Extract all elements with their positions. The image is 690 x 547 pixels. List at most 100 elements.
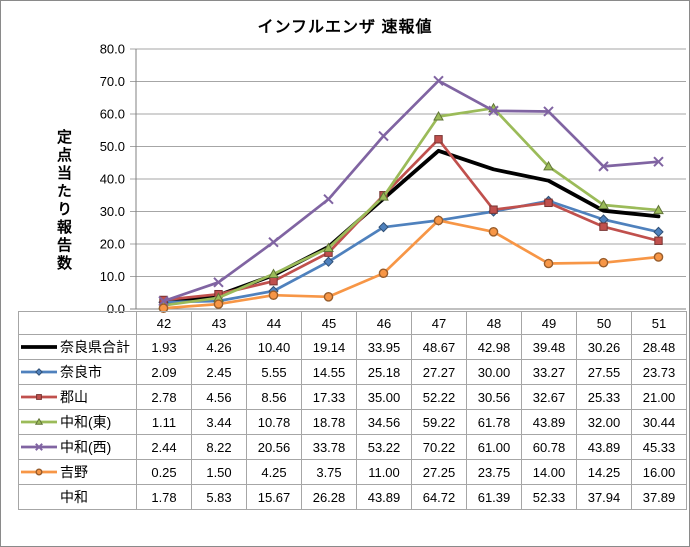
diamond-marker-icon bbox=[378, 221, 389, 233]
y-tick-label: 80.0 bbox=[100, 42, 125, 57]
value-cell: 16.00 bbox=[631, 459, 687, 485]
value-cell: 11.00 bbox=[356, 459, 412, 485]
triangle-marker-icon bbox=[543, 160, 554, 171]
series-郡山 bbox=[159, 135, 663, 305]
triangle-marker-icon bbox=[433, 111, 444, 121]
x-marker-icon bbox=[488, 105, 499, 116]
y-tick-label: 10.0 bbox=[100, 269, 125, 284]
value-cell: 8.22 bbox=[191, 434, 247, 460]
value-cell: 4.25 bbox=[246, 459, 302, 485]
table-row: 中和 1.78 5.83 15.67 26.28 43.89 64.72 61.39 52.33… bbox=[18, 484, 687, 510]
series-line bbox=[162, 219, 660, 310]
value-cell: 27.27 bbox=[411, 359, 467, 385]
circle-marker-icon bbox=[488, 227, 499, 237]
legend-key-icon bbox=[21, 394, 57, 400]
value-cell: 2.45 bbox=[191, 359, 247, 385]
value-cell: 4.26 bbox=[191, 334, 247, 360]
series-name-label: 奈良県合計 bbox=[60, 339, 130, 355]
value-cell: 30.44 bbox=[631, 409, 687, 435]
value-cell: 10.78 bbox=[246, 409, 302, 435]
value-cell: 52.22 bbox=[411, 384, 467, 410]
value-cell: 60.78 bbox=[521, 434, 577, 460]
circle-marker-icon bbox=[653, 252, 664, 262]
value-cell: 28.48 bbox=[631, 334, 687, 360]
series-line bbox=[162, 137, 660, 302]
value-cell: 52.33 bbox=[521, 484, 577, 510]
value-cell: 15.67 bbox=[246, 484, 302, 510]
value-cell: 14.00 bbox=[521, 459, 577, 485]
series-奈良県合計 bbox=[161, 148, 661, 305]
series-name-label: 郡山 bbox=[60, 389, 88, 405]
value-cell: 3.44 bbox=[191, 409, 247, 435]
square-marker-icon bbox=[36, 394, 42, 400]
triangle-marker-icon bbox=[598, 199, 609, 209]
y-tick-label: 30.0 bbox=[100, 204, 125, 219]
value-cell: 43.89 bbox=[356, 484, 412, 510]
value-cell: 5.55 bbox=[246, 359, 302, 385]
circle-marker-icon bbox=[378, 268, 389, 279]
value-cell: 17.33 bbox=[301, 384, 357, 410]
table-row: 中和(西) 2.44 8.22 20.56 33.78 53.22 70.22 61.00 60… bbox=[18, 434, 687, 460]
legend-cell: 奈良市 bbox=[18, 359, 137, 385]
value-cell: 18.78 bbox=[301, 409, 357, 435]
value-cell: 33.27 bbox=[521, 359, 577, 385]
value-cell: 1.93 bbox=[136, 334, 192, 360]
x-category-label: 44 bbox=[246, 311, 302, 335]
x-category-label: 49 bbox=[521, 311, 577, 335]
x-category-label: 50 bbox=[576, 311, 632, 335]
value-cell: 0.25 bbox=[136, 459, 192, 485]
series-name-label: 奈良市 bbox=[60, 364, 102, 380]
legend-cell: 中和(西) bbox=[18, 434, 137, 460]
x-marker-icon bbox=[653, 156, 664, 167]
diamond-marker-icon bbox=[653, 226, 664, 238]
plot-area: 0.0 10.0 20.0 30.0 40.0 50.0 60.0 70.0 80.0 bbox=[100, 42, 686, 313]
value-cell: 61.78 bbox=[466, 409, 522, 435]
table-row: 吉野 0.25 1.50 4.25 3.75 11.00 27.25 23.75 14.00 14… bbox=[18, 459, 687, 485]
value-cell: 23.75 bbox=[466, 459, 522, 485]
value-cell: 1.78 bbox=[136, 484, 192, 510]
value-cell: 10.40 bbox=[246, 334, 302, 360]
triangle-marker-icon bbox=[268, 268, 279, 278]
x-category-label: 47 bbox=[411, 311, 467, 335]
circle-marker-icon bbox=[543, 258, 554, 269]
circle-marker-icon bbox=[598, 257, 609, 268]
series-line bbox=[162, 79, 660, 303]
series-name-label: 中和 bbox=[60, 489, 88, 505]
x-category-label: 42 bbox=[136, 311, 192, 335]
value-cell: 61.00 bbox=[466, 434, 522, 460]
x-category-label: 51 bbox=[631, 311, 687, 335]
value-cell: 37.94 bbox=[576, 484, 632, 510]
value-cell: 70.22 bbox=[411, 434, 467, 460]
x-category-label: 45 bbox=[301, 311, 357, 335]
x-marker-icon bbox=[213, 277, 224, 288]
value-cell: 27.55 bbox=[576, 359, 632, 385]
value-cell: 2.09 bbox=[136, 359, 192, 385]
series-line bbox=[162, 199, 660, 304]
value-cell: 61.39 bbox=[466, 484, 522, 510]
value-cell: 5.83 bbox=[191, 484, 247, 510]
value-cell: 25.18 bbox=[356, 359, 412, 385]
legend-column-header bbox=[18, 311, 137, 335]
value-cell: 48.67 bbox=[411, 334, 467, 360]
x-marker-icon bbox=[323, 194, 334, 205]
value-cell: 1.50 bbox=[191, 459, 247, 485]
circle-marker-icon bbox=[35, 468, 43, 476]
legend-cell: 中和 bbox=[18, 484, 137, 510]
series-中和(東) bbox=[158, 102, 664, 310]
diamond-marker-icon bbox=[323, 256, 334, 267]
series-中和(西) bbox=[158, 75, 664, 307]
value-cell: 25.33 bbox=[576, 384, 632, 410]
diamond-marker-icon bbox=[35, 368, 43, 376]
circle-marker-icon bbox=[323, 292, 334, 302]
chart-title: インフルエンザ 速報値 bbox=[257, 19, 433, 36]
table-row: 奈良市 2.09 2.45 5.55 14.55 25.18 27.27 30.00 33.27… bbox=[18, 359, 687, 385]
series-name-label: 中和(東) bbox=[60, 414, 112, 430]
square-marker-icon bbox=[654, 236, 663, 245]
legend-cell: 中和(東) bbox=[18, 409, 137, 435]
value-cell: 1.11 bbox=[136, 409, 192, 435]
table-row: 奈良県合計 1.93 4.26 10.40 19.14 33.95 48.67 42.98 39… bbox=[18, 334, 687, 360]
value-cell: 45.33 bbox=[631, 434, 687, 460]
value-cell: 33.78 bbox=[301, 434, 357, 460]
value-cell: 14.55 bbox=[301, 359, 357, 385]
